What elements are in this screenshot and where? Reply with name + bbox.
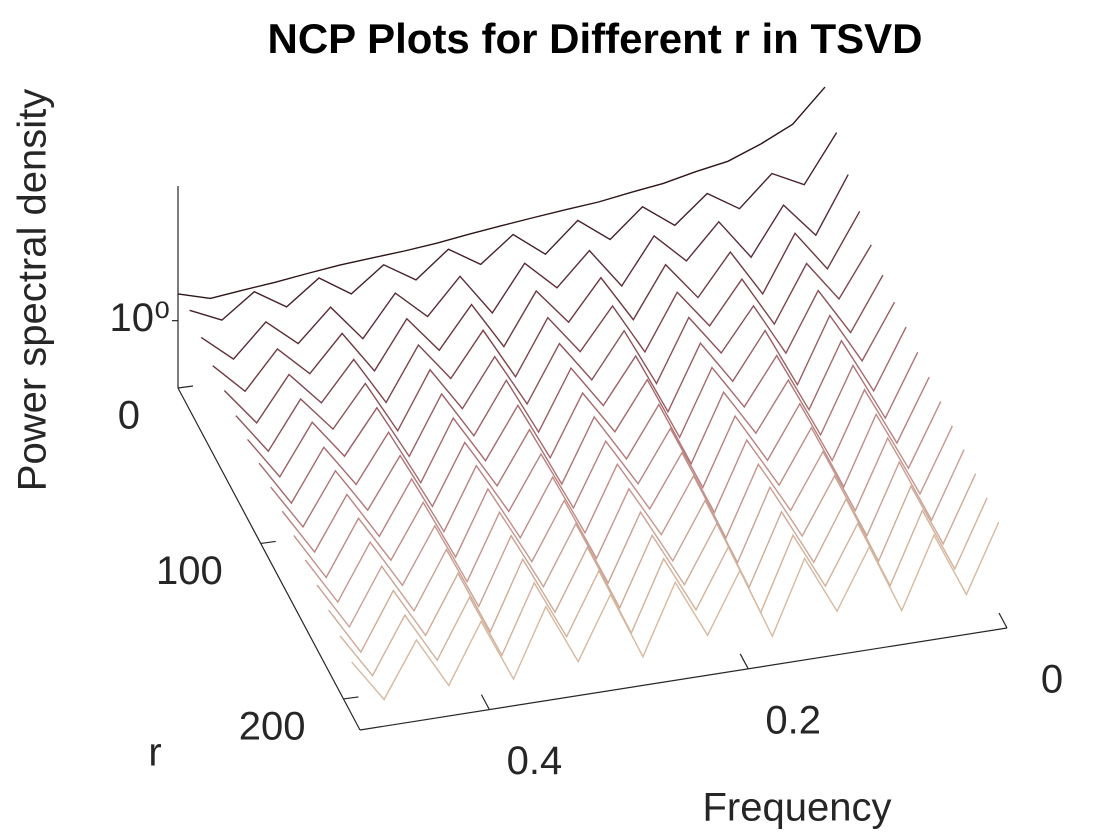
chart-title: NCP Plots for Different r in TSVD [268, 15, 923, 62]
y-tick [343, 696, 359, 700]
y-tick-label: 0 [118, 394, 140, 438]
series-line [177, 86, 826, 300]
y-axis-line [177, 387, 361, 731]
x-tick-label: 0.2 [765, 698, 821, 742]
series-line [212, 210, 861, 393]
x-axis-line [359, 627, 1008, 731]
x-tick-label: 0.4 [507, 739, 563, 783]
series-line [351, 521, 1000, 701]
series-line [223, 244, 872, 424]
series-line [235, 274, 884, 453]
x-axis-label: Frequency [703, 786, 892, 830]
y-tick-label: 100 [156, 549, 223, 593]
series-line [189, 132, 838, 321]
x-tick-label: 0 [1041, 658, 1063, 702]
y-axis-label: r [148, 731, 161, 775]
y-tick [260, 540, 276, 545]
x-tick [998, 612, 1008, 629]
z-tick-label: 10⁰ [109, 296, 170, 340]
x-tick [480, 694, 490, 710]
series-line [270, 351, 919, 529]
z-axis-label: Power spectral density [11, 89, 55, 491]
series-line [281, 376, 930, 554]
series-line [304, 425, 954, 604]
series-line [293, 401, 942, 579]
series-line [316, 449, 965, 629]
y-tick [177, 385, 194, 389]
series-line [258, 326, 907, 505]
x-tick [739, 653, 749, 670]
series-line [200, 174, 849, 361]
y-tick-label: 200 [239, 704, 306, 748]
series-line [328, 473, 977, 654]
series-line [246, 301, 896, 478]
